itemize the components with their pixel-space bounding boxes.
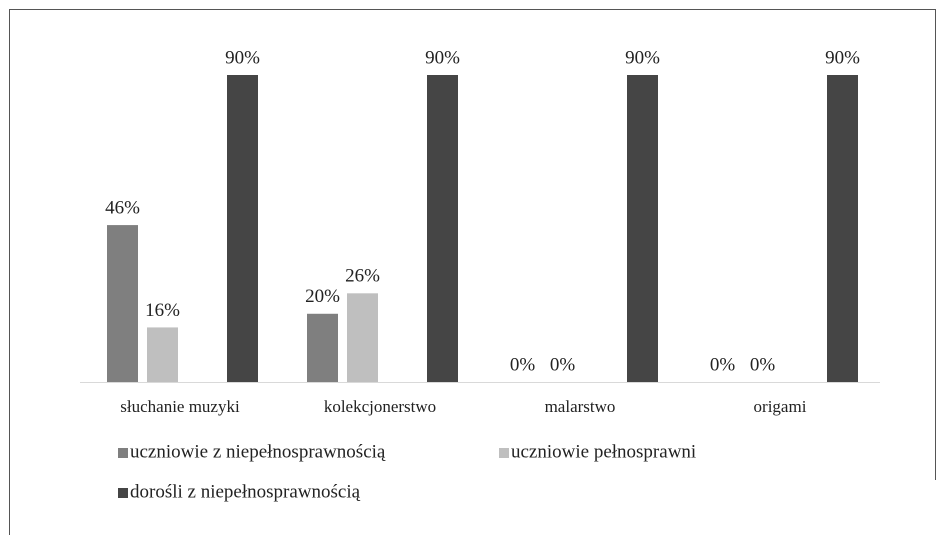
data-label: 16% <box>145 300 180 321</box>
data-label: 90% <box>825 47 860 68</box>
data-label: 90% <box>625 47 660 68</box>
bar <box>827 75 858 382</box>
data-label: 26% <box>345 266 380 287</box>
legend-label: dorośli z niepełnosprawnością <box>130 481 361 502</box>
legend-label: uczniowie pełnosprawni <box>511 441 696 462</box>
data-label: 46% <box>105 197 140 218</box>
legend-label: uczniowie z niepełnosprawnością <box>130 441 386 462</box>
legend-swatch <box>499 448 509 458</box>
bar <box>227 75 258 382</box>
frame <box>9 9 936 535</box>
bar <box>107 225 138 382</box>
bar <box>347 293 378 382</box>
data-label: 0% <box>750 354 776 375</box>
bar <box>627 75 658 382</box>
bar <box>147 327 178 382</box>
x-tick-label: malarstwo <box>545 397 616 416</box>
data-label: 90% <box>225 47 260 68</box>
bar <box>427 75 458 382</box>
legend-swatch <box>118 448 128 458</box>
x-tick-label: origami <box>754 397 807 416</box>
bar <box>307 313 338 382</box>
x-tick-label: kolekcjonerstwo <box>324 397 436 416</box>
data-label: 90% <box>425 47 460 68</box>
data-label: 20% <box>305 286 340 307</box>
data-label: 0% <box>510 354 536 375</box>
data-label: 0% <box>550 354 576 375</box>
legend-swatch <box>118 488 128 498</box>
data-label: 0% <box>710 354 736 375</box>
x-tick-label: słuchanie muzyki <box>120 397 240 416</box>
